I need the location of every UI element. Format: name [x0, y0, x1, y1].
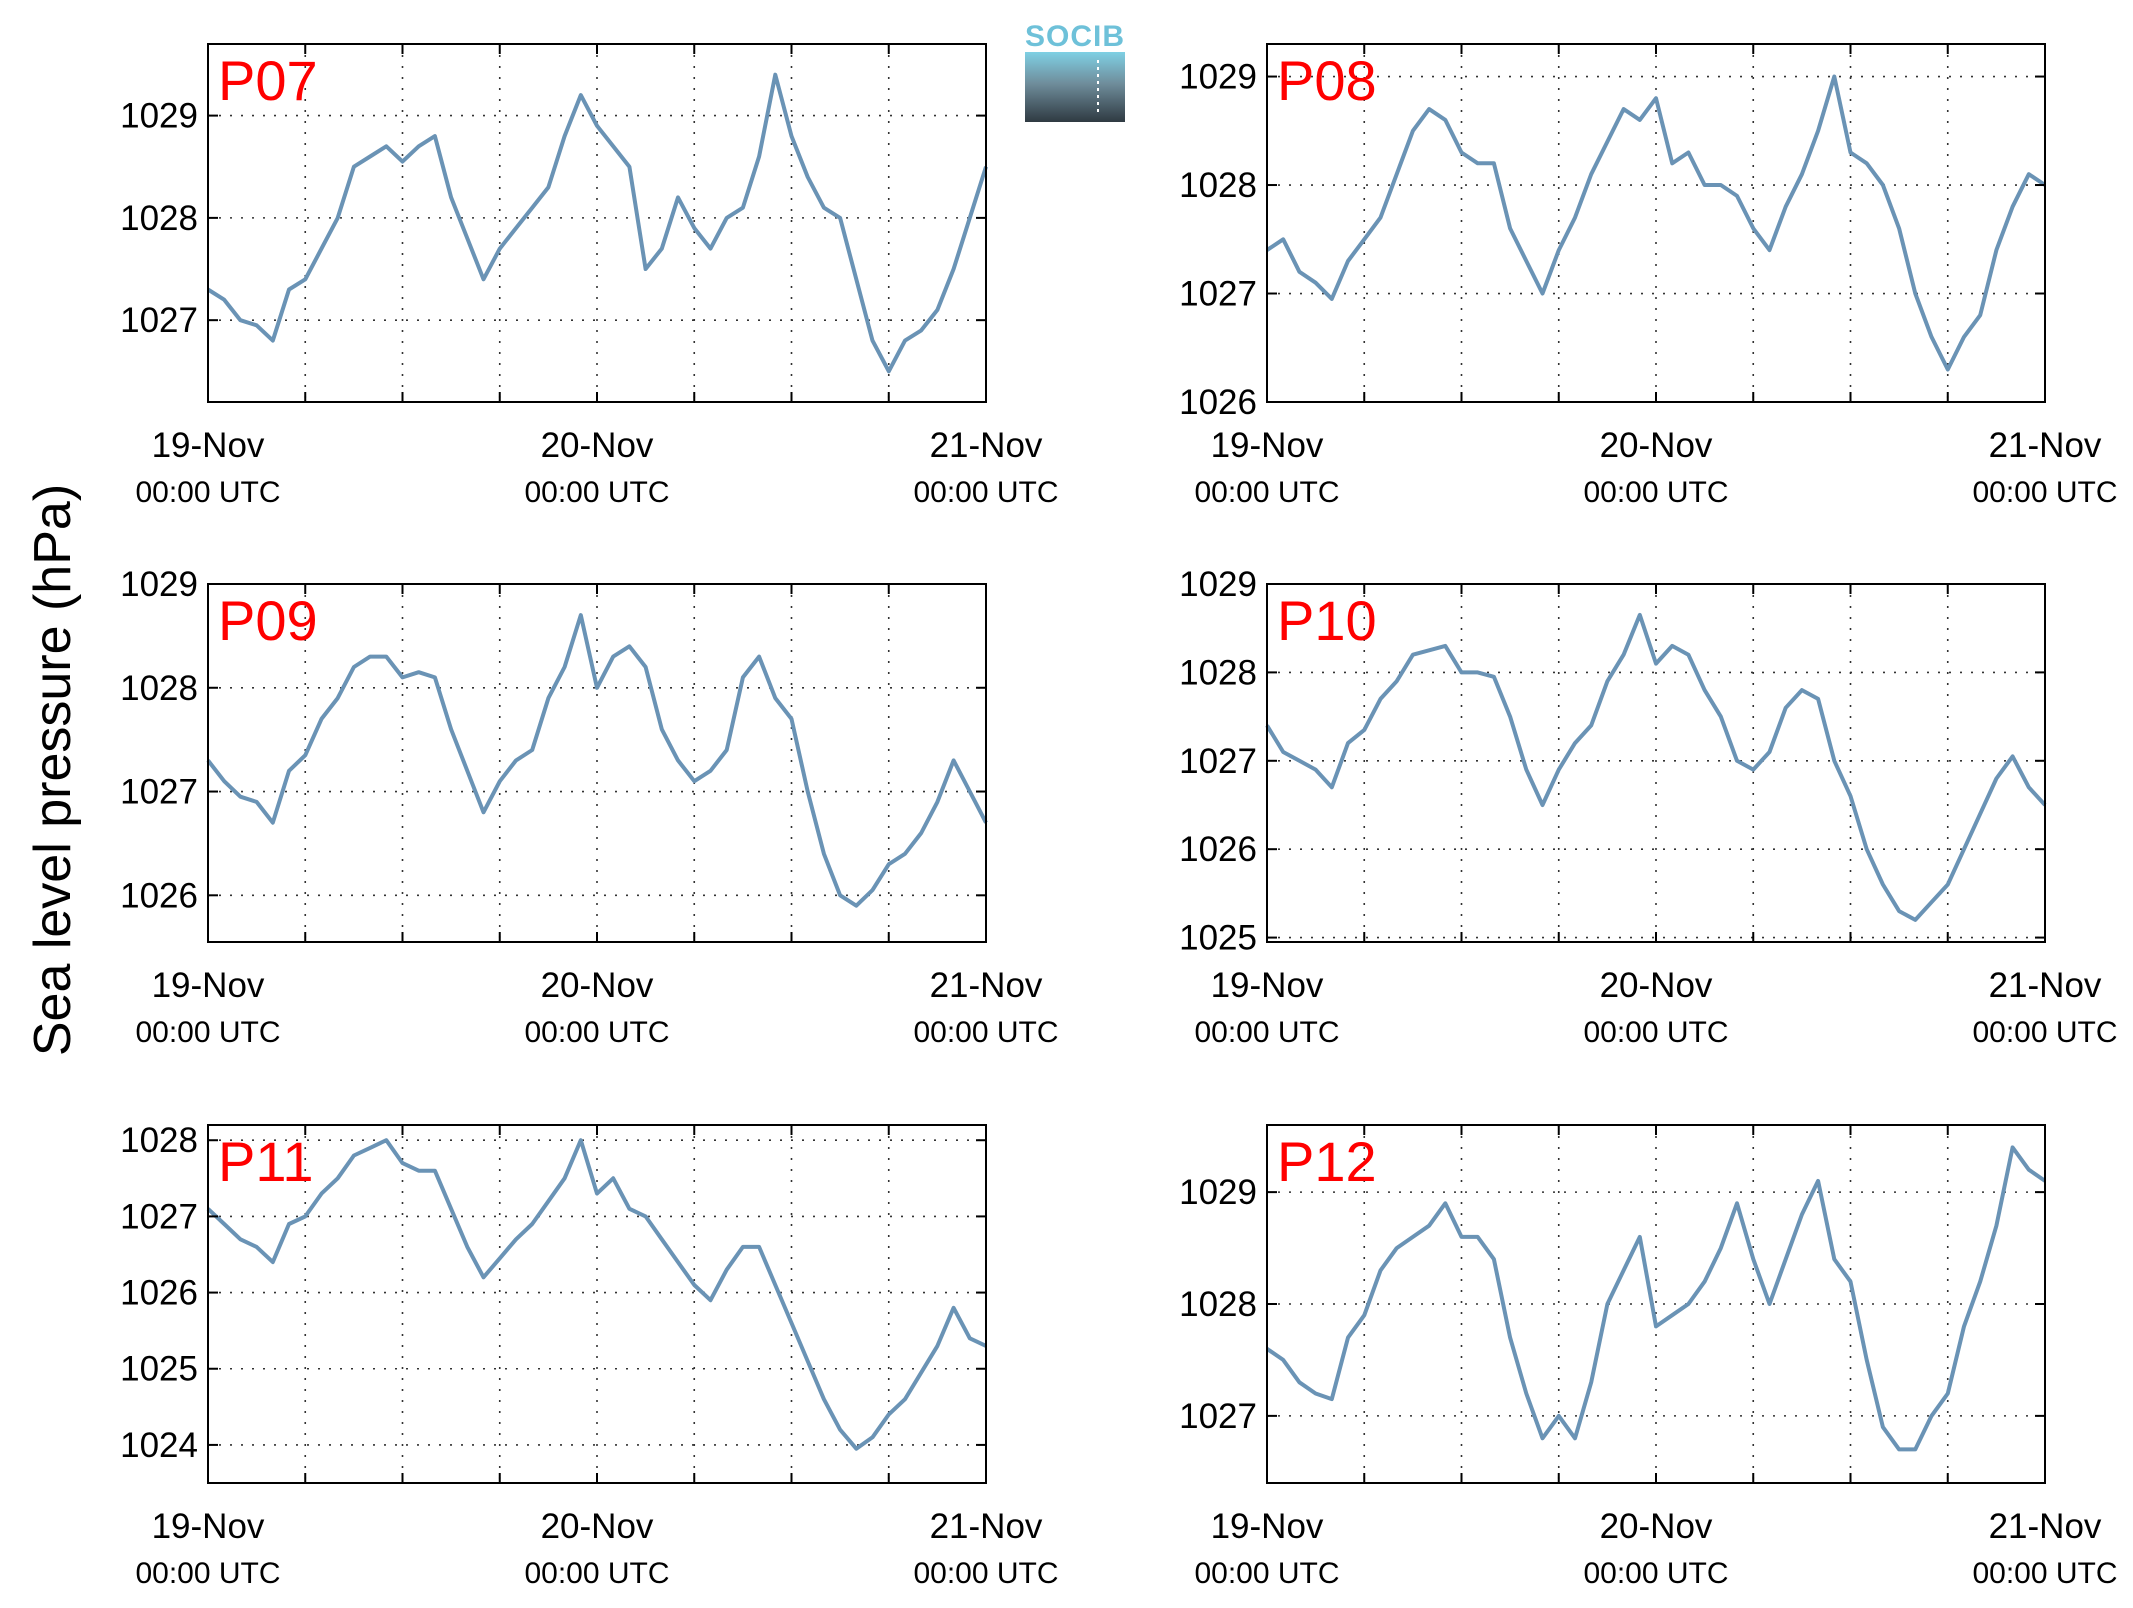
x-tick-date-label: 20-Nov	[1600, 966, 1713, 1005]
panel-label: P07	[218, 49, 318, 112]
y-tick-label: 1026	[120, 876, 198, 915]
y-axis-label: Sea level pressure (hPa)	[24, 484, 82, 1056]
logo-mark-icon	[1025, 52, 1125, 122]
y-tick-label: 1029	[1179, 58, 1257, 97]
series-line	[206, 613, 988, 908]
panel-p12: 1027 1028 1029 19-Nov 00:00 UTC 20-Nov 00:00 U…	[1179, 1124, 2118, 1590]
x-tick-time-label: 00:00 UTC	[913, 476, 1058, 509]
y-tick-label: 1025	[120, 1350, 198, 1389]
panel-label: P10	[1277, 589, 1377, 652]
y-tick-label: 1027	[120, 773, 198, 812]
x-tick-time-label: 00:00 UTC	[1972, 1016, 2117, 1049]
x-tick-time-label: 00:00 UTC	[1194, 1557, 1339, 1590]
x-tick-date-label: 20-Nov	[541, 426, 654, 465]
axes-frame	[207, 1124, 987, 1484]
x-tick-time-label: 00:00 UTC	[1194, 476, 1339, 509]
panel-label: P08	[1277, 49, 1377, 112]
x-tick-date-label: 19-Nov	[152, 426, 265, 465]
panel-label: P09	[218, 589, 318, 652]
x-tick-time-label: 00:00 UTC	[1194, 1016, 1339, 1049]
y-tick-label: 1029	[1179, 1173, 1257, 1212]
series-line	[1265, 612, 2047, 922]
series-line	[1265, 1145, 2047, 1452]
panel-label: P11	[218, 1130, 313, 1193]
y-tick-label: 1029	[120, 97, 198, 136]
y-tick-label: 1026	[120, 1274, 198, 1313]
y-tick-label: 1028	[120, 669, 198, 708]
y-tick-label: 1028	[1179, 1285, 1257, 1324]
y-tick-label: 1028	[1179, 653, 1257, 692]
x-tick-date-label: 20-Nov	[1600, 1507, 1713, 1546]
x-tick-date-label: 19-Nov	[152, 1507, 265, 1546]
y-tick-label: 1027	[1179, 742, 1257, 781]
y-tick-label: 1025	[1179, 919, 1257, 958]
axes-frame	[207, 43, 987, 403]
x-tick-time-label: 00:00 UTC	[1583, 1016, 1728, 1049]
x-tick-time-label: 00:00 UTC	[524, 476, 669, 509]
panel-p07: 1027 1028 1029 19-Nov 00:00 UTC 20-Nov 00:00 U…	[120, 43, 1059, 509]
x-tick-date-label: 21-Nov	[1989, 426, 2102, 465]
series-line	[1265, 74, 2047, 372]
panel-p10: 1025 1026 1027 1028 1029 19-Nov 00:00 UTC 20-No…	[1179, 565, 2117, 1049]
x-tick-date-label: 21-Nov	[930, 966, 1043, 1005]
x-tick-time-label: 00:00 UTC	[1583, 1557, 1728, 1590]
panel-p08: 1026 1027 1028 1029 19-Nov 00:00 UTC 20-Nov 00:…	[1179, 43, 2118, 509]
x-tick-time-label: 00:00 UTC	[1583, 476, 1728, 509]
x-tick-date-label: 19-Nov	[1211, 426, 1324, 465]
y-tick-label: 1027	[120, 1197, 198, 1236]
x-tick-date-label: 21-Nov	[1989, 1507, 2102, 1546]
panel-p11: 1024 1025 1026 1027 1028 19-Nov 00:00 UTC 20-No…	[120, 1121, 1058, 1590]
x-tick-date-label: 21-Nov	[930, 426, 1043, 465]
y-tick-label: 1027	[1179, 275, 1257, 314]
x-tick-time-label: 00:00 UTC	[135, 1016, 280, 1049]
socib-logo: SOCIB	[1025, 20, 1125, 122]
panel-p09: 1026 1027 1028 1029 19-Nov 00:00 UTC 20-Nov 00:…	[120, 565, 1058, 1049]
x-tick-time-label: 00:00 UTC	[1972, 476, 2117, 509]
logo-text: SOCIB	[1025, 20, 1125, 53]
x-tick-date-label: 19-Nov	[152, 966, 265, 1005]
panels-layer: 1027 1028 1029 19-Nov 00:00 UTC 20-Nov 00:00 U…	[120, 43, 2118, 1590]
y-tick-label: 1027	[120, 301, 198, 340]
x-tick-date-label: 20-Nov	[541, 966, 654, 1005]
x-tick-time-label: 00:00 UTC	[135, 476, 280, 509]
axes-frame	[207, 583, 987, 943]
x-tick-time-label: 00:00 UTC	[135, 1557, 280, 1590]
axes-frame	[1266, 583, 2046, 943]
x-tick-date-label: 20-Nov	[1600, 426, 1713, 465]
y-tick-label: 1028	[120, 199, 198, 238]
x-tick-date-label: 19-Nov	[1211, 966, 1324, 1005]
x-tick-date-label: 19-Nov	[1211, 1507, 1324, 1546]
x-tick-time-label: 00:00 UTC	[524, 1557, 669, 1590]
x-tick-date-label: 20-Nov	[541, 1507, 654, 1546]
y-tick-label: 1026	[1179, 830, 1257, 869]
x-tick-time-label: 00:00 UTC	[1972, 1557, 2117, 1590]
y-tick-label: 1028	[120, 1121, 198, 1160]
y-tick-label: 1029	[120, 565, 198, 604]
y-tick-label: 1029	[1179, 565, 1257, 604]
panel-label: P12	[1277, 1130, 1377, 1193]
x-tick-time-label: 00:00 UTC	[913, 1557, 1058, 1590]
y-tick-label: 1027	[1179, 1397, 1257, 1436]
y-tick-label: 1028	[1179, 166, 1257, 205]
x-tick-time-label: 00:00 UTC	[524, 1016, 669, 1049]
x-tick-time-label: 00:00 UTC	[913, 1016, 1058, 1049]
series-line	[206, 1138, 987, 1451]
y-tick-label: 1024	[120, 1426, 198, 1465]
x-tick-date-label: 21-Nov	[1989, 966, 2102, 1005]
x-tick-date-label: 21-Nov	[930, 1507, 1043, 1546]
y-tick-label: 1026	[1179, 383, 1257, 422]
series-line	[206, 72, 988, 374]
